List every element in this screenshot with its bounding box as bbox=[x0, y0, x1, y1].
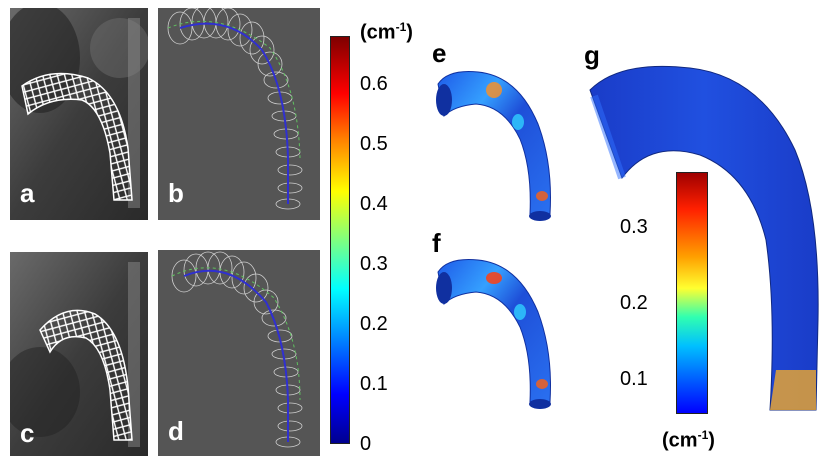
panel-c-ct-image: c bbox=[0, 252, 148, 456]
panel-label-f: f bbox=[432, 228, 441, 258]
ring-model-graphic-b bbox=[158, 5, 320, 220]
panel-e-aorta-map: e bbox=[428, 38, 578, 234]
main-tick-0.1: 0.1 bbox=[360, 373, 388, 395]
panel-d-centerline-rings: d bbox=[158, 250, 320, 456]
panel-label-d: d bbox=[168, 416, 184, 446]
panel-label-b: b bbox=[168, 178, 184, 208]
main-tick-0.4: 0.4 bbox=[360, 193, 388, 215]
panel-label-g: g bbox=[584, 40, 600, 70]
panel-label-a: a bbox=[20, 178, 35, 208]
aorta-curvature-graphic-e bbox=[436, 71, 551, 221]
panel-a-ct-image: a bbox=[0, 3, 150, 220]
main-tick-0.2: 0.2 bbox=[360, 313, 388, 335]
ct-stent-graphic-c bbox=[0, 252, 148, 456]
main-tick-0: 0 bbox=[360, 433, 372, 455]
panel-label-c: c bbox=[20, 418, 35, 448]
aorta-curvature-graphic-g bbox=[589, 65, 819, 411]
inset-tick-0.1: 0.1 bbox=[620, 368, 648, 390]
main-tick-0.3: 0.3 bbox=[360, 253, 388, 275]
inset-colorbar-g bbox=[676, 172, 708, 414]
ring-model-graphic-d bbox=[158, 250, 320, 456]
ct-stent-graphic-a bbox=[0, 3, 150, 220]
main-colorbar bbox=[330, 36, 350, 444]
panel-g-aorta-map: g bbox=[580, 40, 826, 425]
aorta-curvature-graphic-f bbox=[436, 259, 551, 409]
inset-colorbar-unit: (cm-1) bbox=[662, 428, 715, 452]
panel-f-aorta-map: f bbox=[428, 228, 578, 422]
panel-label-e: e bbox=[432, 38, 447, 68]
main-tick-0.6: 0.6 bbox=[360, 73, 388, 95]
inset-tick-0.3: 0.3 bbox=[620, 216, 648, 238]
main-tick-0.5: 0.5 bbox=[360, 133, 388, 155]
panel-b-centerline-rings: b bbox=[158, 5, 320, 220]
inset-tick-0.2: 0.2 bbox=[620, 292, 648, 314]
main-colorbar-unit: (cm-1) bbox=[360, 20, 413, 44]
